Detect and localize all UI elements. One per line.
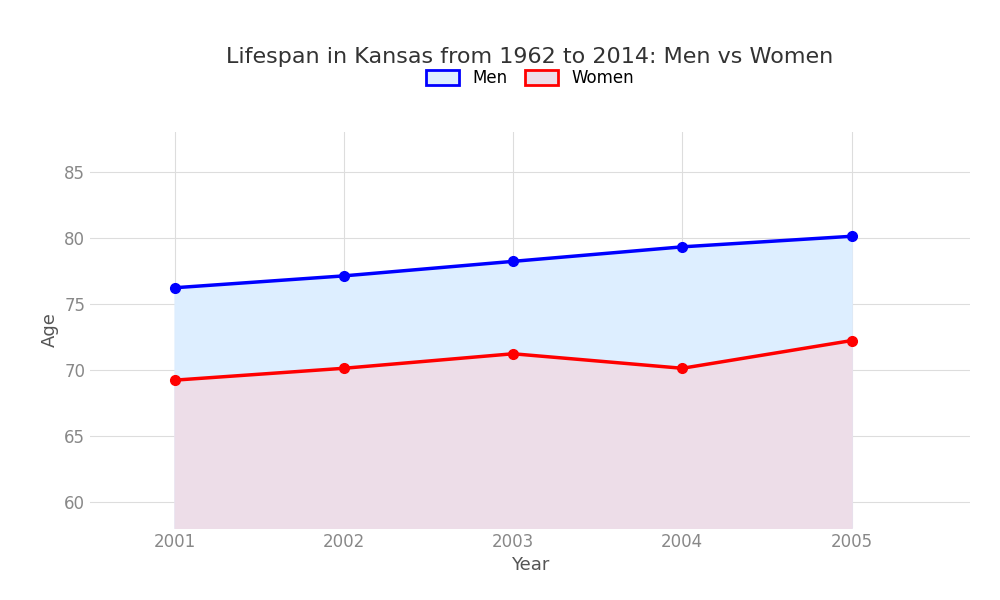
Y-axis label: Age: Age <box>41 313 59 347</box>
Title: Lifespan in Kansas from 1962 to 2014: Men vs Women: Lifespan in Kansas from 1962 to 2014: Me… <box>226 47 834 67</box>
X-axis label: Year: Year <box>511 556 549 574</box>
Legend: Men, Women: Men, Women <box>426 69 634 87</box>
